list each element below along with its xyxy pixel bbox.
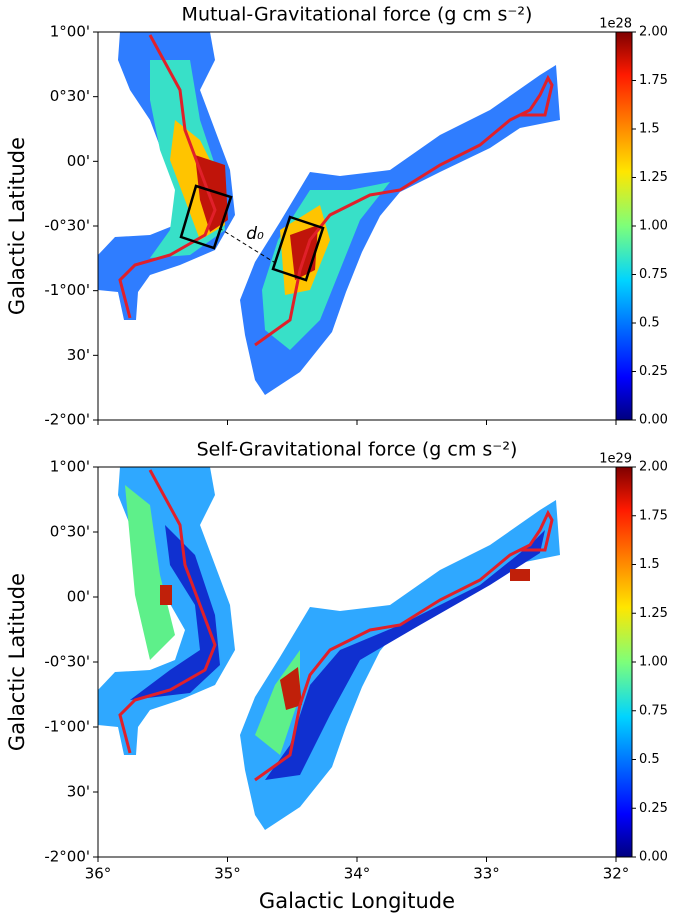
annotation: d₀ — [246, 224, 264, 244]
x-tick-label: 33° — [473, 865, 500, 883]
y-tick-label: 1°00' — [50, 458, 90, 476]
colorbar-tick-label: 0.5 — [639, 316, 660, 331]
top-map — [98, 32, 560, 395]
y-tick-label: -1°00' — [44, 281, 90, 299]
y-tick-label: -2°00' — [44, 848, 90, 866]
colorbar — [615, 466, 633, 858]
bottom-map — [98, 467, 560, 830]
panel-title: Self-Gravitational force (g cm s⁻²) — [197, 439, 518, 461]
panel-title: Mutual-Gravitational force (g cm s⁻²) — [182, 4, 533, 26]
y-axis-label: Galactic Latitude — [5, 137, 29, 315]
x-tick-label: 35° — [214, 865, 241, 883]
colorbar-tick-label: 0.75 — [639, 267, 668, 282]
colorbar-tick-label: 0.25 — [639, 801, 668, 816]
colorbar-offset: 1e28 — [599, 17, 632, 32]
colorbar-tick-label: 2.00 — [639, 25, 668, 40]
y-tick-label: 00' — [67, 588, 90, 606]
colorbar-tick-label: 0.00 — [639, 850, 668, 865]
y-tick-label: -0°30' — [44, 217, 90, 235]
colorbar-tick-label: 1.75 — [639, 73, 668, 88]
cloud-low — [130, 525, 545, 780]
y-tick-label: 30' — [67, 783, 90, 801]
x-axis-label: Galactic Longitude — [259, 889, 455, 913]
y-tick-label: 0°30' — [50, 87, 90, 105]
y-tick-label: 00' — [67, 152, 90, 170]
colorbar-tick-label: 0.75 — [639, 703, 668, 718]
x-tick-label: 32° — [603, 865, 630, 883]
colorbar-tick-label: 1.25 — [639, 170, 668, 185]
filament — [118, 469, 554, 782]
filament — [118, 34, 554, 347]
colorbar-tick-label: 1.5 — [639, 122, 660, 137]
separation-line — [218, 227, 278, 265]
colorbar-tick-label: 2.00 — [639, 460, 668, 475]
colorbar-tick-label: 1.5 — [639, 557, 660, 572]
cloud-peak — [160, 569, 530, 710]
cloud — [98, 467, 560, 830]
y-tick-label: -2°00' — [44, 411, 90, 429]
colorbar-tick-label: 1.00 — [639, 219, 668, 234]
y-tick-label: 1°00' — [50, 23, 90, 41]
x-tick-label: 34° — [344, 865, 371, 883]
cloud-core — [150, 60, 390, 350]
x-tick-label: 36° — [85, 865, 112, 883]
colorbar — [615, 31, 633, 421]
colorbar-offset: 1e29 — [599, 452, 632, 467]
y-tick-label: 0°30' — [50, 523, 90, 541]
y-axis-label: Galactic Latitude — [5, 573, 29, 751]
colorbar-tick-label: 1.00 — [639, 655, 668, 670]
colorbar-tick-label: 0.25 — [639, 364, 668, 379]
colorbar-tick-label: 0.5 — [639, 752, 660, 767]
y-tick-label: 30' — [67, 346, 90, 364]
y-tick-label: -0°30' — [44, 653, 90, 671]
colorbar-tick-label: 1.75 — [639, 508, 668, 523]
y-tick-label: -1°00' — [44, 718, 90, 736]
colorbar-tick-label: 0.00 — [639, 413, 668, 428]
colorbar-tick-label: 1.25 — [639, 606, 668, 621]
box — [179, 184, 325, 282]
